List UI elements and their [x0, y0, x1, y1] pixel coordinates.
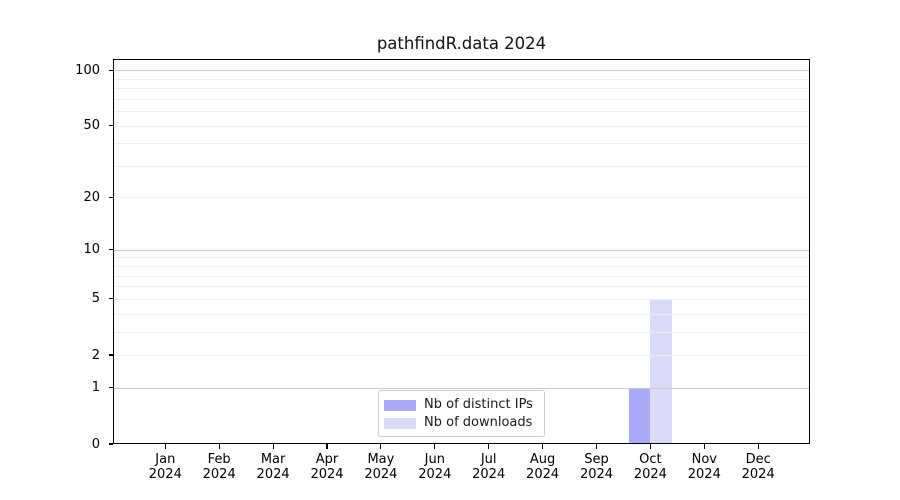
x-axis-tick	[164, 444, 166, 449]
x-label-year: 2024	[633, 467, 667, 482]
legend-item-downloads: Nb of downloads	[384, 415, 536, 431]
minor-gridline	[113, 111, 810, 113]
x-axis-tick	[542, 444, 544, 449]
x-label-year: 2024	[256, 467, 290, 482]
legend-swatch-distinct-ips	[384, 399, 416, 411]
y-axis-tick	[108, 69, 113, 71]
legend-label-distinct-ips: Nb of distinct IPs	[424, 397, 533, 412]
legend-swatch-downloads	[384, 417, 416, 429]
minor-gridline	[113, 78, 810, 80]
x-axis-tick-label: Nov 2024	[676, 452, 732, 482]
x-label-month: Jan	[155, 452, 176, 467]
x-label-month: Nov	[691, 452, 717, 467]
x-axis-tick	[380, 444, 382, 449]
minor-gridline	[113, 275, 810, 277]
x-label-month: Dec	[745, 452, 771, 467]
minor-gridline	[113, 331, 810, 333]
x-label-year: 2024	[687, 467, 721, 482]
chart-title: pathfindR.data 2024	[376, 34, 547, 53]
x-axis-tick	[218, 444, 220, 449]
minor-gridline	[113, 355, 810, 356]
x-axis-tick-label: Jan 2024	[137, 452, 193, 482]
x-label-month: Mar	[260, 452, 286, 467]
major-gridline	[113, 70, 810, 72]
y-axis-tick	[108, 196, 113, 198]
x-axis-tick	[757, 444, 759, 449]
minor-gridline	[113, 286, 810, 288]
x-label-year: 2024	[472, 467, 506, 482]
x-label-month: Jun	[424, 452, 445, 467]
x-label-year: 2024	[526, 467, 560, 482]
legend: Nb of distinct IPs Nb of downloads	[378, 390, 545, 437]
y-axis-tick-label: 100	[75, 62, 100, 78]
bar-oct-distinct-ips	[628, 387, 651, 444]
legend-item-distinct-ips: Nb of distinct IPs	[384, 397, 536, 413]
bar-oct-downloads	[650, 298, 672, 444]
x-label-year: 2024	[202, 467, 236, 482]
y-axis-tick-label: 5	[91, 291, 100, 307]
x-axis-tick	[595, 444, 598, 449]
minor-gridline	[113, 313, 810, 315]
x-axis-tick	[434, 444, 436, 449]
x-label-year: 2024	[418, 467, 452, 482]
x-axis-tick	[703, 444, 705, 449]
x-axis-tick-label: Jul 2024	[461, 452, 517, 482]
x-label-month: Sep	[584, 452, 609, 467]
legend-label-downloads: Nb of downloads	[424, 415, 533, 430]
y-axis-tick-label: 1	[91, 380, 100, 396]
x-axis-tick-label: Dec 2024	[730, 452, 786, 482]
x-axis-tick-label: May 2024	[353, 452, 409, 482]
x-label-month: Feb	[207, 452, 231, 467]
minor-gridline	[113, 98, 810, 100]
minor-gridline	[113, 266, 810, 268]
minor-gridline	[113, 298, 810, 300]
x-label-year: 2024	[741, 467, 775, 482]
x-axis-tick-label: Sep 2024	[569, 452, 625, 482]
minor-gridline	[113, 197, 810, 199]
x-axis-tick	[488, 444, 490, 449]
y-axis-tick	[108, 124, 113, 127]
y-axis-tick	[108, 249, 113, 251]
x-label-month: Apr	[315, 452, 339, 467]
minor-gridline	[113, 257, 810, 259]
y-axis-tick	[108, 354, 113, 356]
x-axis-tick-label: Apr 2024	[299, 452, 355, 482]
x-axis-tick-label: Aug 2024	[515, 452, 571, 482]
y-axis-tick-label: 10	[83, 242, 100, 258]
x-label-month: Oct	[639, 452, 662, 467]
minor-gridline	[113, 125, 810, 127]
major-gridline	[113, 387, 810, 389]
x-label-year: 2024	[148, 467, 182, 482]
x-axis-tick	[326, 444, 328, 449]
major-gridline	[113, 249, 810, 251]
x-axis-tick-label: Feb 2024	[191, 452, 247, 482]
minor-gridline	[113, 143, 810, 145]
y-axis-tick	[108, 298, 113, 300]
y-axis-tick-label: 20	[83, 189, 100, 205]
plot-frame	[113, 59, 810, 444]
y-axis-tick-label: 50	[83, 118, 100, 134]
x-axis-tick-label: Mar 2024	[245, 452, 301, 482]
x-label-month: Aug	[529, 452, 556, 467]
x-label-month: May	[367, 452, 395, 467]
x-axis-tick-label: Jun 2024	[407, 452, 463, 482]
minor-gridline	[113, 165, 810, 167]
x-axis-tick	[649, 444, 651, 449]
y-axis-tick-label: 0	[91, 436, 100, 452]
x-label-year: 2024	[364, 467, 398, 482]
x-label-year: 2024	[579, 467, 614, 482]
y-axis-tick-label: 2	[91, 347, 100, 363]
y-axis-tick	[108, 443, 113, 445]
x-axis-tick-label: Oct 2024	[622, 452, 678, 482]
x-label-month: Jul	[480, 452, 497, 467]
x-axis-tick	[272, 444, 274, 449]
x-label-year: 2024	[310, 467, 344, 482]
y-axis-tick	[108, 387, 113, 389]
minor-gridline	[113, 88, 810, 90]
